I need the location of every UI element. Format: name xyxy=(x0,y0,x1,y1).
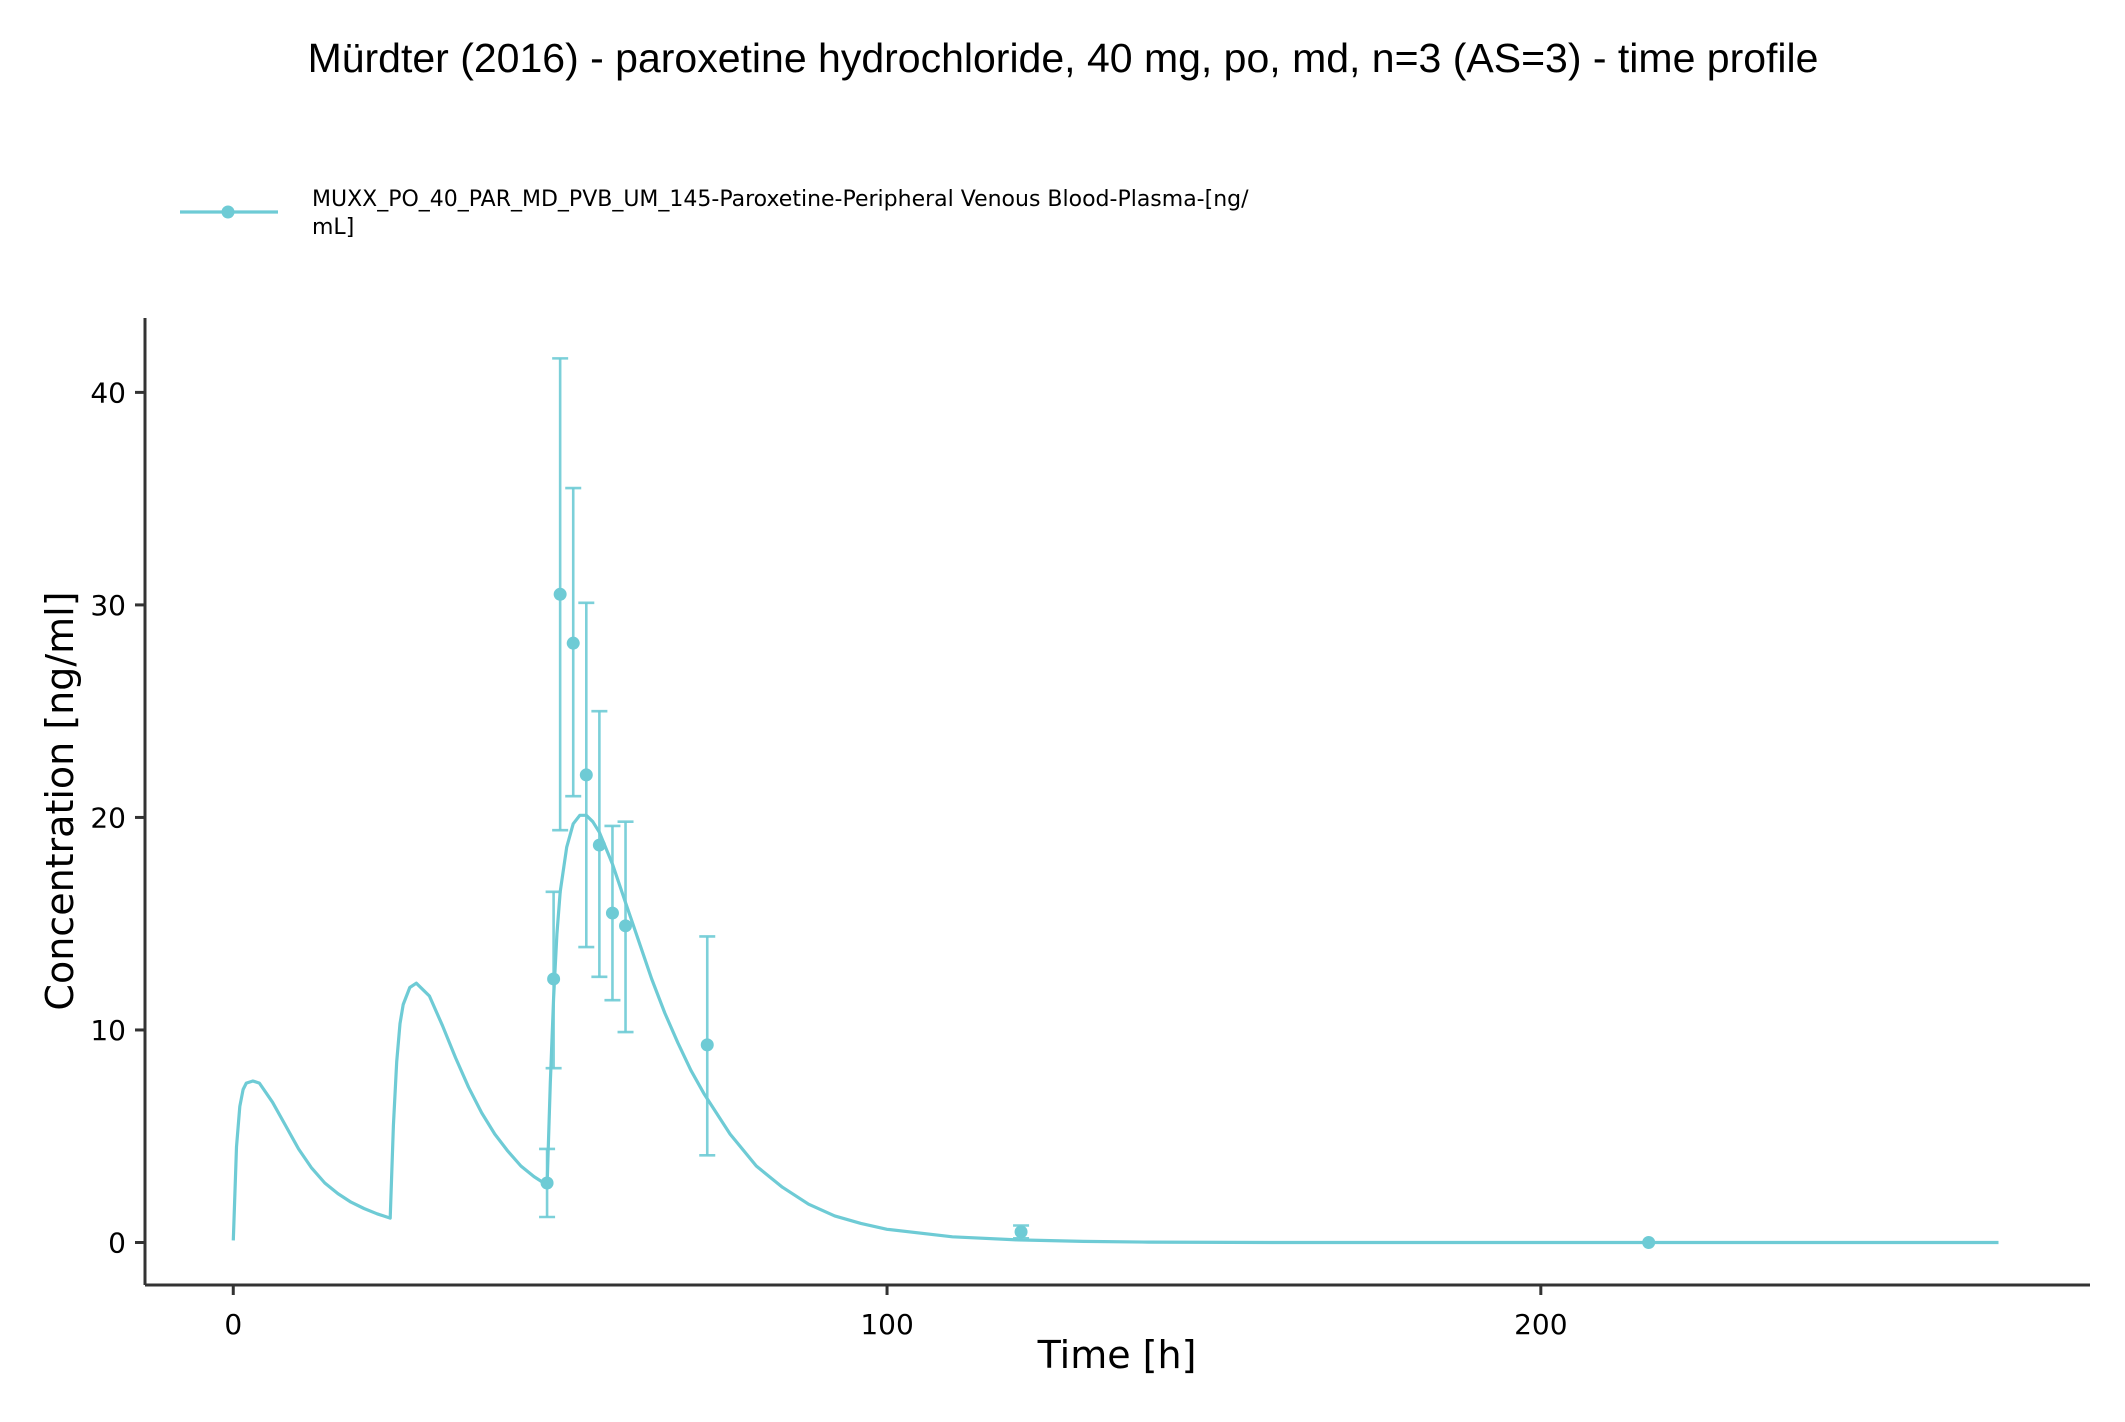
data-point xyxy=(540,1176,554,1190)
y-tick-label: 30 xyxy=(90,589,126,622)
observed-series xyxy=(539,357,1656,1249)
legend-label-line-2: mL] xyxy=(312,215,354,240)
y-tick-label: 40 xyxy=(90,376,126,409)
data-point xyxy=(547,972,561,986)
data-point xyxy=(1642,1235,1656,1249)
legend: MUXX_PO_40_PAR_MD_PVB_UM_145-Paroxetine-… xyxy=(180,187,1249,240)
y-tick-label: 10 xyxy=(90,1014,126,1047)
simulated-series-line xyxy=(231,813,1999,1245)
data-point xyxy=(1014,1225,1028,1239)
plot-area: 0 100 200 0 10 20 30 40 xyxy=(90,318,2090,1341)
x-tick-label: 100 xyxy=(860,1308,913,1341)
y-tick-label: 0 xyxy=(108,1226,126,1259)
y-axis-ticks: 0 10 20 30 40 xyxy=(90,376,145,1259)
x-tick-label: 200 xyxy=(1514,1308,1567,1341)
data-point xyxy=(619,919,633,933)
data-point xyxy=(579,768,593,782)
y-tick-label: 20 xyxy=(90,801,126,834)
data-point xyxy=(700,1038,714,1052)
legend-marker xyxy=(221,205,235,219)
legend-label-line-1: MUXX_PO_40_PAR_MD_PVB_UM_145-Paroxetine-… xyxy=(312,187,1249,212)
data-point xyxy=(553,587,567,601)
y-axis-label: Concentration [ng/ml] xyxy=(38,591,82,1010)
x-axis-label: Time [h] xyxy=(1037,1333,1197,1377)
data-point xyxy=(592,838,606,852)
x-tick-label: 0 xyxy=(224,1308,242,1341)
chart-title: Mürdter (2016) - paroxetine hydrochlorid… xyxy=(308,35,1819,81)
data-point xyxy=(605,906,619,920)
data-point xyxy=(566,636,580,650)
x-axis-ticks: 0 100 200 xyxy=(224,1285,1568,1341)
